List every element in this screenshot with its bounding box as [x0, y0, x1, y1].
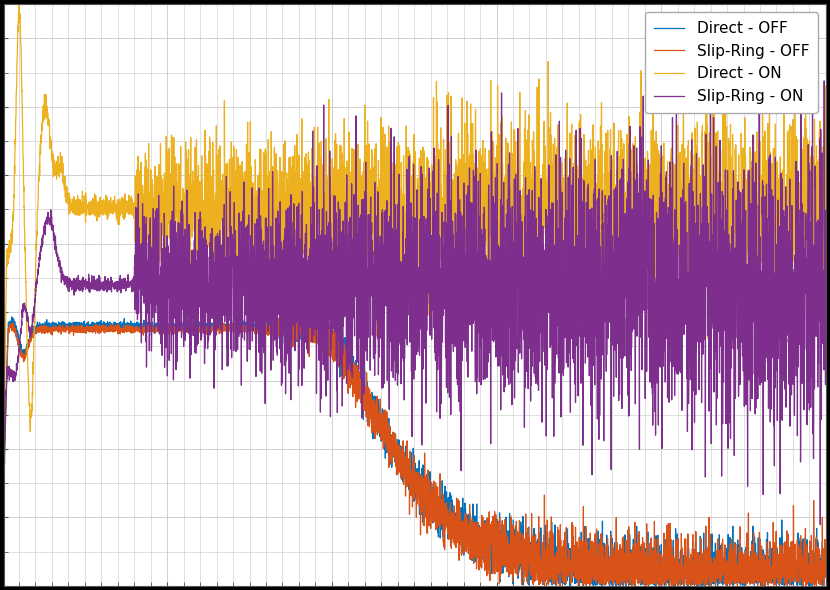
Direct - OFF: [613, 575, 622, 582]
Direct - OFF: [313, 329, 323, 336]
Line: Direct - OFF: Direct - OFF: [4, 313, 826, 586]
Slip-Ring - ON: [492, 352, 502, 359]
Legend: Direct - OFF, Slip-Ring - OFF, Direct - ON, Slip-Ring - ON: Direct - OFF, Slip-Ring - OFF, Direct - …: [645, 12, 818, 113]
Line: Slip-Ring - ON: Slip-Ring - ON: [4, 12, 826, 525]
Slip-Ring - ON: [0, 466, 9, 473]
Slip-Ring - OFF: [675, 568, 685, 575]
Direct - ON: [14, 0, 24, 6]
Direct - OFF: [492, 566, 502, 573]
Direct - OFF: [675, 579, 685, 586]
Direct - ON: [314, 213, 324, 220]
Direct - OFF: [821, 556, 830, 563]
Line: Direct - ON: Direct - ON: [4, 2, 826, 431]
Direct - ON: [821, 239, 830, 246]
Slip-Ring - ON: [313, 232, 323, 240]
Slip-Ring - ON: [613, 148, 622, 155]
Slip-Ring - ON: [149, 297, 159, 304]
Direct - OFF: [0, 454, 9, 461]
Direct - OFF: [149, 323, 159, 330]
Direct - OFF: [611, 582, 621, 589]
Slip-Ring - ON: [821, 255, 830, 262]
Direct - ON: [149, 235, 159, 242]
Slip-Ring - OFF: [313, 324, 323, 331]
Slip-Ring - ON: [706, 9, 715, 16]
Direct - ON: [534, 260, 544, 267]
Direct - ON: [26, 428, 36, 435]
Direct - ON: [675, 202, 685, 209]
Direct - OFF: [534, 581, 544, 588]
Slip-Ring - OFF: [534, 513, 544, 520]
Direct - ON: [492, 212, 502, 219]
Slip-Ring - OFF: [492, 527, 502, 534]
Direct - ON: [0, 423, 9, 430]
Slip-Ring - OFF: [821, 558, 830, 565]
Slip-Ring - OFF: [149, 324, 159, 332]
Slip-Ring - OFF: [301, 308, 311, 315]
Slip-Ring - ON: [534, 387, 544, 394]
Slip-Ring - ON: [675, 306, 685, 313]
Slip-Ring - OFF: [0, 453, 9, 460]
Slip-Ring - ON: [815, 521, 825, 528]
Direct - OFF: [271, 309, 281, 316]
Direct - ON: [613, 206, 622, 213]
Slip-Ring - OFF: [613, 574, 622, 581]
Line: Slip-Ring - OFF: Slip-Ring - OFF: [4, 312, 826, 586]
Slip-Ring - OFF: [641, 582, 651, 589]
